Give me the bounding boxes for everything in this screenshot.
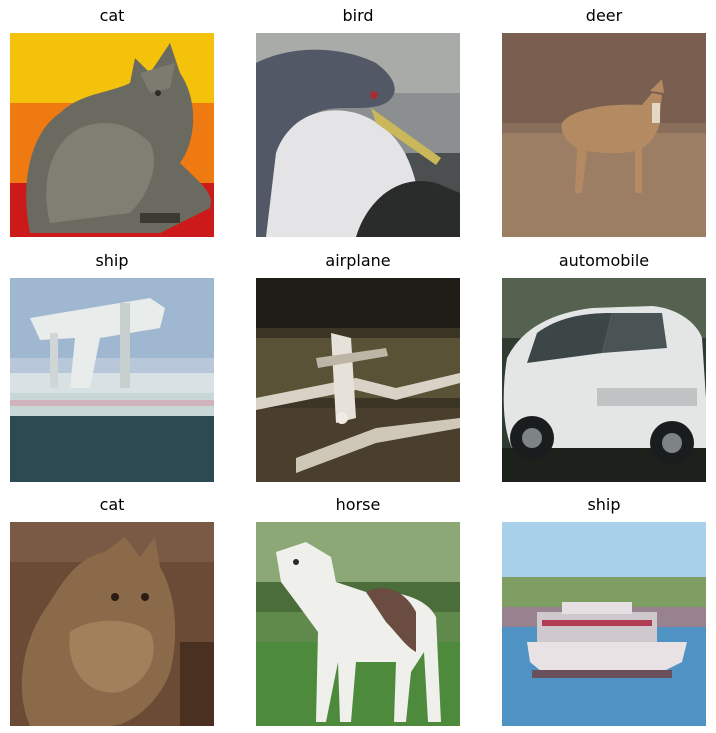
panel-8-image [256,522,460,726]
panel-3-image [502,33,706,237]
panel-2-title: bird [342,6,374,25]
panel-1-title: cat [99,6,125,25]
panel-7-image [10,522,214,726]
panel-6-title: automobile [558,251,650,270]
panel-3-title: deer [585,6,623,25]
panel-2-image [256,33,460,237]
panel-5-title: airplane [325,251,391,270]
panel-9-title: ship [587,495,621,514]
panel-9-image [502,522,706,726]
panel-1-image [10,33,214,237]
panel-4-title: ship [95,251,129,270]
panel-5-image [256,278,460,482]
panel-8-title: horse [335,495,381,514]
panel-7-title: cat [99,495,125,514]
panel-6-image [502,278,706,482]
panel-4-image [10,278,214,482]
